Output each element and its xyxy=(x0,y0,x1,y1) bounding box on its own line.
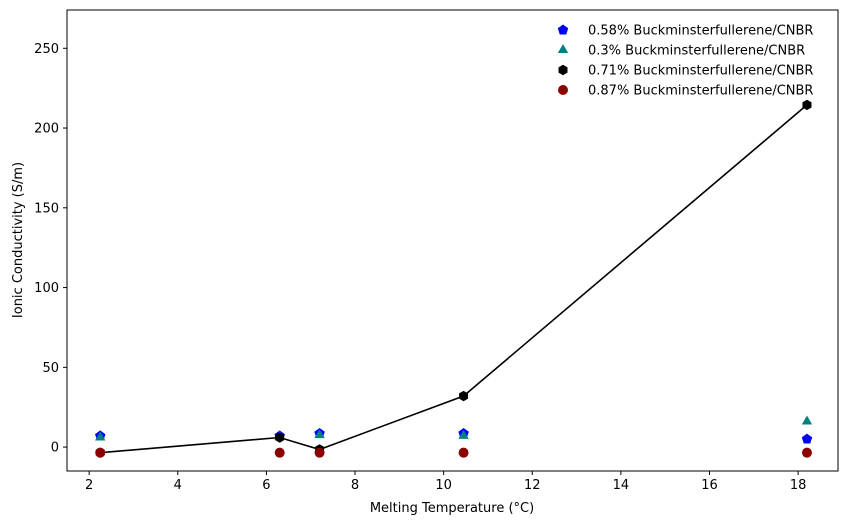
legend-label-2: 0.3% Buckminsterfullerene/CNBR xyxy=(588,44,805,59)
data-point-s2-4 xyxy=(458,429,469,439)
x-axis-label: Melting Temperature (°C) xyxy=(370,501,534,516)
data-point-s2-5 xyxy=(801,415,813,425)
data-point-s4-5 xyxy=(801,447,812,458)
legend-marker-1 xyxy=(557,24,569,35)
legend-label-3: 0.71% Buckminsterfullerene/CNBR xyxy=(588,64,813,79)
y-tick-label: 250 xyxy=(34,42,59,57)
y-tick-label: 0 xyxy=(51,441,59,456)
x-tick-label: 4 xyxy=(174,478,182,493)
data-point-s4-4 xyxy=(458,447,469,458)
x-tick-label: 14 xyxy=(613,478,630,493)
axes: 2 4 6 8 10 12 14 16 18 0 50 100 150 200 250 xyxy=(34,9,839,493)
y-tick-label: 150 xyxy=(34,201,59,216)
y-tick-label: 50 xyxy=(42,361,59,376)
x-tick-label: 18 xyxy=(790,478,807,493)
data-point-s3-4 xyxy=(459,390,469,402)
data-point-s3-2 xyxy=(275,432,285,443)
y-axis-label: Ionic Conductivity (S/m) xyxy=(11,162,26,318)
data-point-s4-2 xyxy=(274,447,285,458)
legend: 0.58% Buckminsterfullerene/CNBR 0.3% Buck… xyxy=(557,24,813,99)
x-tick-label: 8 xyxy=(351,478,359,493)
data-point-s1-5 xyxy=(801,433,813,444)
legend-marker-3 xyxy=(558,64,568,76)
data-point-s3-5 xyxy=(802,99,812,111)
legend-label-1: 0.58% Buckminsterfullerene/CNBR xyxy=(588,24,813,39)
legend-marker-4 xyxy=(558,85,568,95)
legend-marker-2 xyxy=(557,44,569,53)
x-tick-label: 2 xyxy=(85,478,93,493)
plot-area xyxy=(95,99,813,458)
x-tick-label: 12 xyxy=(524,478,541,493)
data-point-s4-3 xyxy=(314,447,325,458)
plot-frame xyxy=(66,9,839,472)
x-tick-label: 10 xyxy=(435,478,452,493)
series-line-3 xyxy=(100,104,808,454)
legend-label-4: 0.87% Buckminsterfullerene/CNBR xyxy=(588,84,813,99)
x-tick-label: 6 xyxy=(262,478,270,493)
data-point-s2-1 xyxy=(95,431,106,441)
y-tick-label: 200 xyxy=(34,122,59,137)
x-tick-label: 16 xyxy=(701,478,718,493)
data-point-s2-3 xyxy=(314,429,325,439)
y-tick-label: 100 xyxy=(34,281,59,296)
data-point-s4-1 xyxy=(95,447,106,458)
